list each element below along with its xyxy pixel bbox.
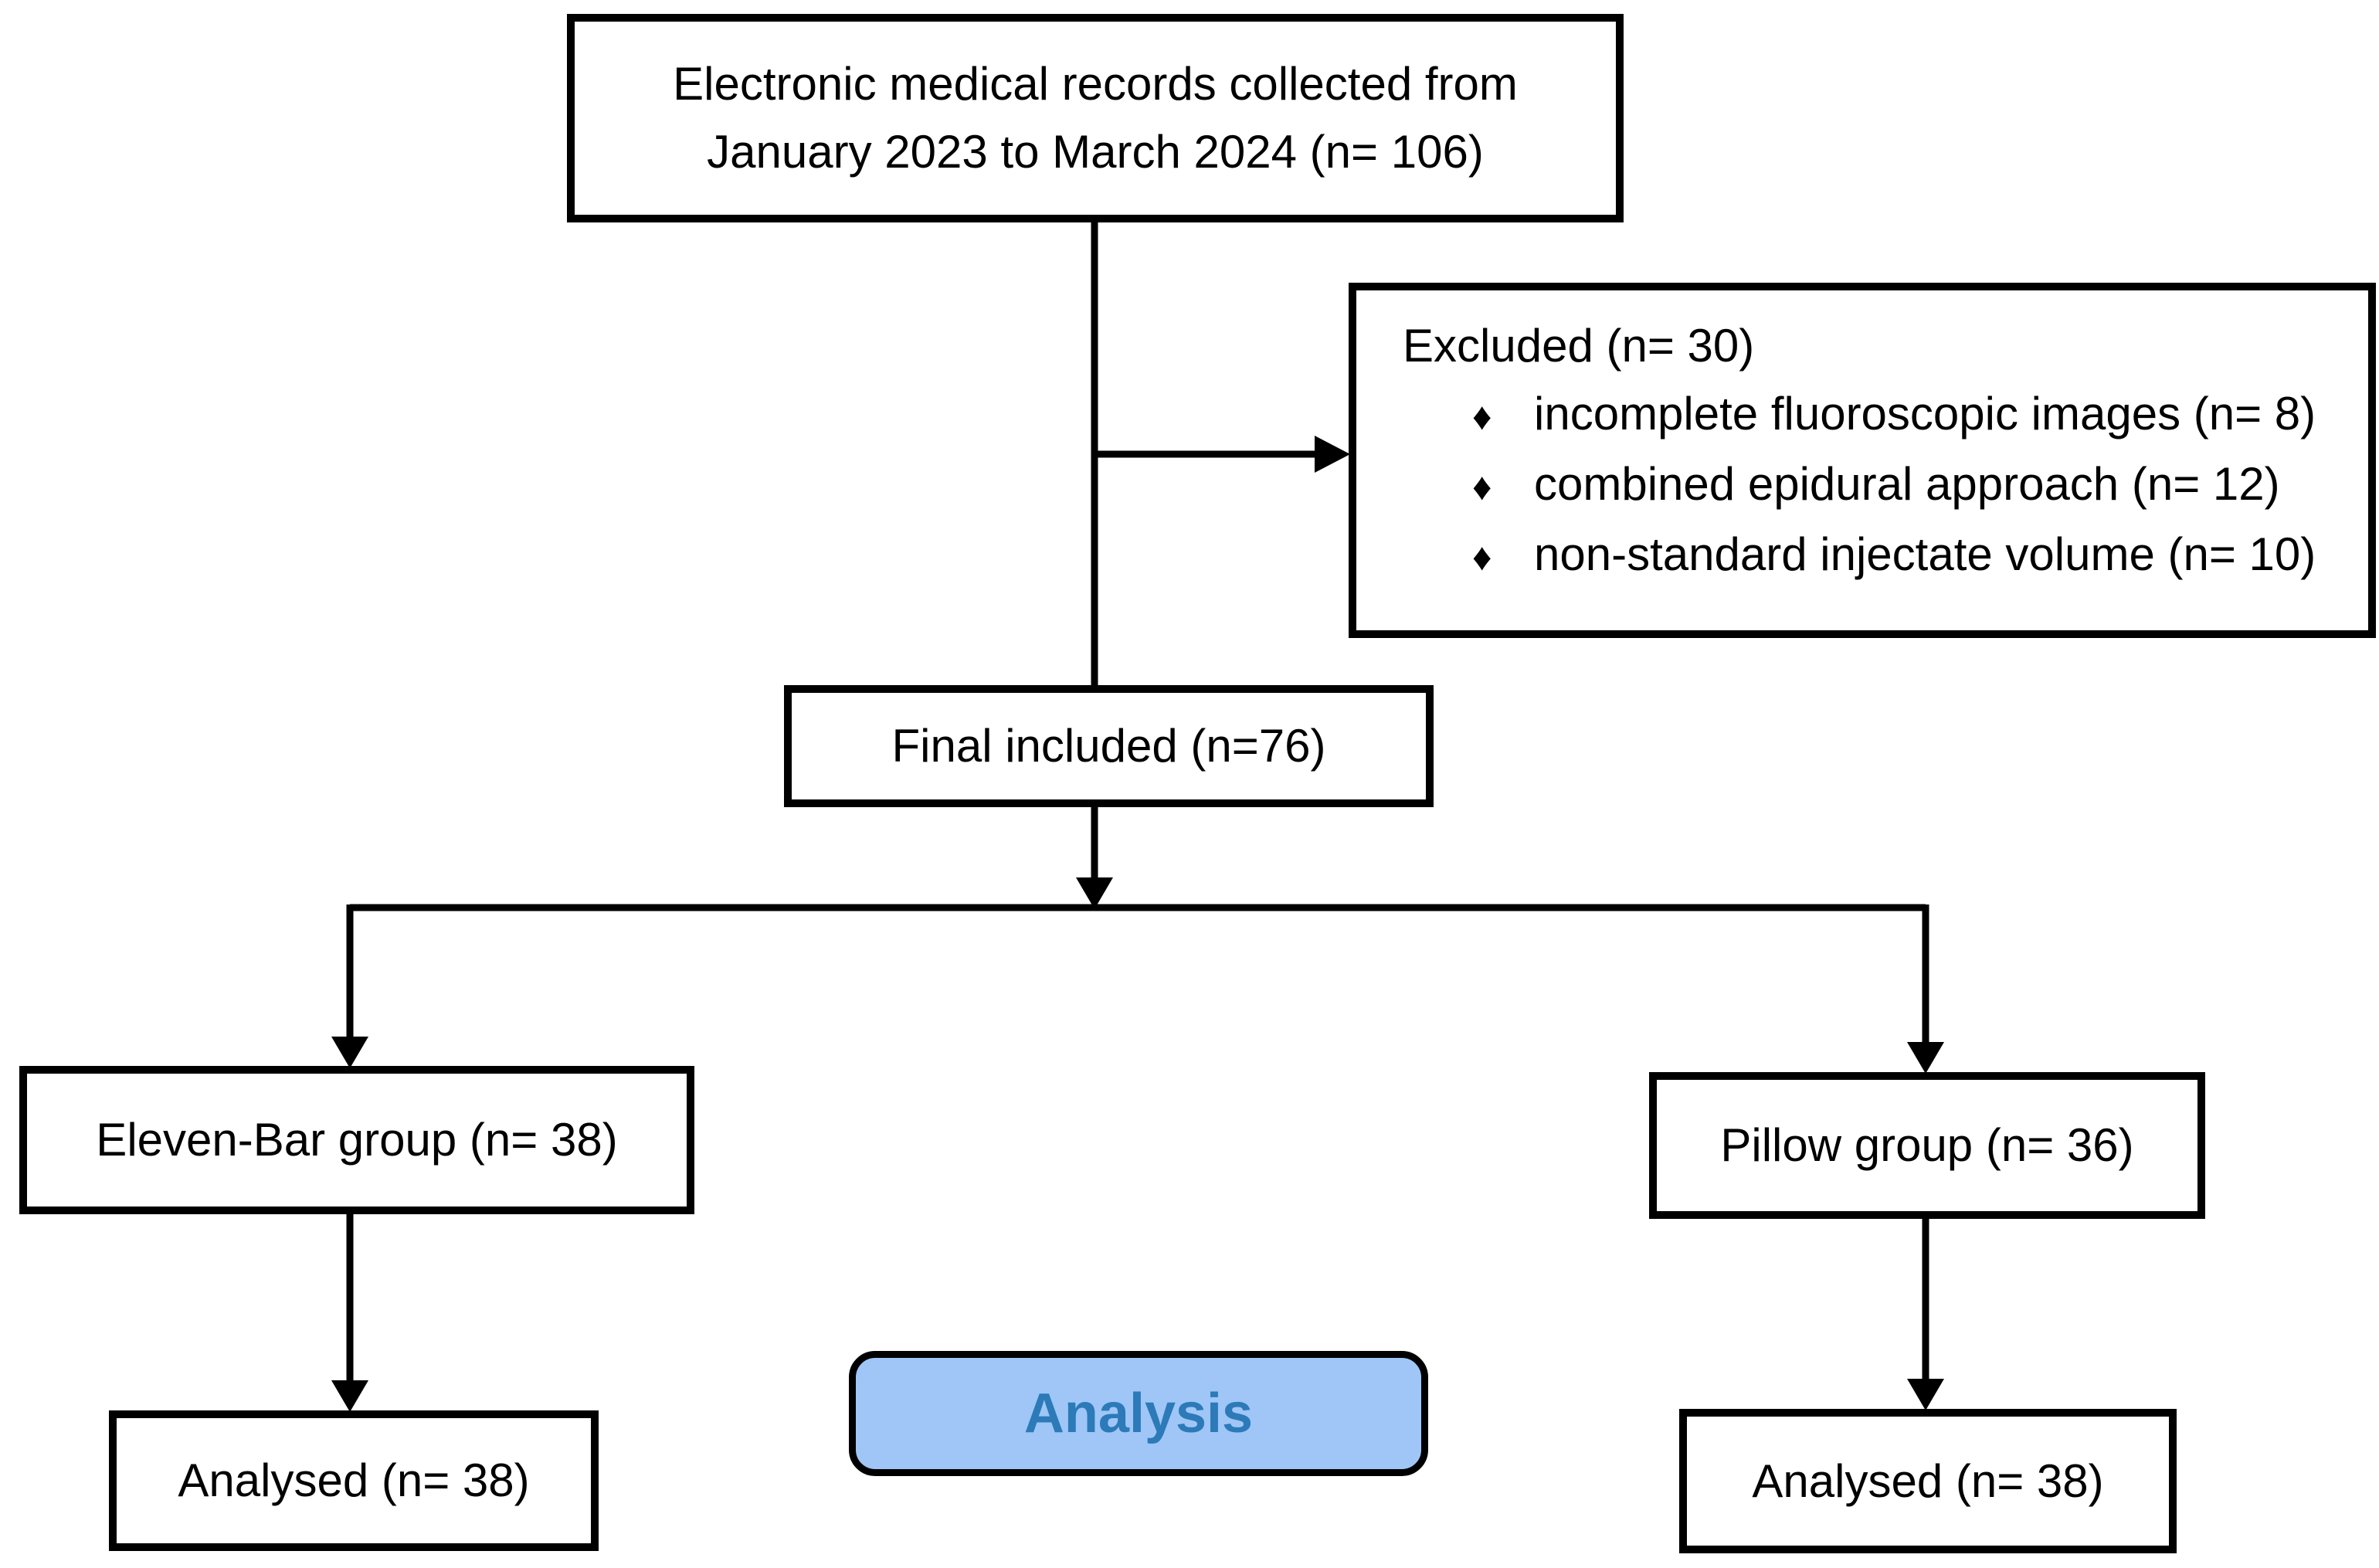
excluded-item-text: non-standard injectate volume (n= 10) xyxy=(1534,528,2316,580)
excluded-item: ♦ combined epidural approach (n= 12) xyxy=(1403,450,2345,521)
analysed-right-box: Analysed (n= 38) xyxy=(1679,1409,2177,1553)
analysed-left-box: Analysed (n= 38) xyxy=(109,1410,599,1551)
records-line-1: Electronic medical records collected fro… xyxy=(673,58,1518,110)
arrow-final-to-branch xyxy=(1076,805,1113,909)
analysed-right-label: Analysed (n= 38) xyxy=(1752,1454,2104,1507)
arrow-eleven-to-analysed xyxy=(331,1213,368,1412)
diamond-bullet-icon: ♦ xyxy=(1472,465,1492,508)
analysed-left-label: Analysed (n= 38) xyxy=(178,1454,530,1506)
excluded-box: Excluded (n= 30) ♦ incomplete fluoroscop… xyxy=(1349,283,2376,638)
arrow-pillow-to-analysed xyxy=(1907,1217,1944,1410)
analysis-label: Analysis xyxy=(1023,1383,1254,1444)
diamond-bullet-icon: ♦ xyxy=(1472,395,1492,438)
records-box: Electronic medical records collected fro… xyxy=(567,14,1624,222)
excluded-item: ♦ incomplete fluoroscopic images (n= 8) xyxy=(1403,380,2345,450)
eleven-bar-group-box: Eleven-Bar group (n= 38) xyxy=(19,1066,694,1214)
arrow-branch-to-eleven xyxy=(331,904,368,1068)
arrow-branch-to-pillow xyxy=(1907,904,1944,1074)
analysis-badge: Analysis xyxy=(849,1351,1428,1476)
excluded-title: Excluded (n= 30) xyxy=(1403,320,1755,372)
excluded-item-text: combined epidural approach (n= 12) xyxy=(1534,458,2280,510)
arrow-to-excluded xyxy=(1094,436,1350,473)
records-line-2: January 2023 to March 2024 (n= 106) xyxy=(707,126,1484,178)
diamond-bullet-icon: ♦ xyxy=(1472,535,1492,579)
pillow-group-box: Pillow group (n= 36) xyxy=(1649,1072,2205,1219)
eleven-bar-group-label: Eleven-Bar group (n= 38) xyxy=(96,1114,618,1166)
excluded-item: ♦ non-standard injectate volume (n= 10) xyxy=(1403,521,2345,591)
excluded-item-text: incomplete fluoroscopic images (n= 8) xyxy=(1534,388,2316,440)
pillow-group-label: Pillow group (n= 36) xyxy=(1720,1119,2134,1171)
final-included-box: Final included (n=76) xyxy=(784,685,1434,807)
final-included-label: Final included (n=76) xyxy=(891,720,1326,772)
